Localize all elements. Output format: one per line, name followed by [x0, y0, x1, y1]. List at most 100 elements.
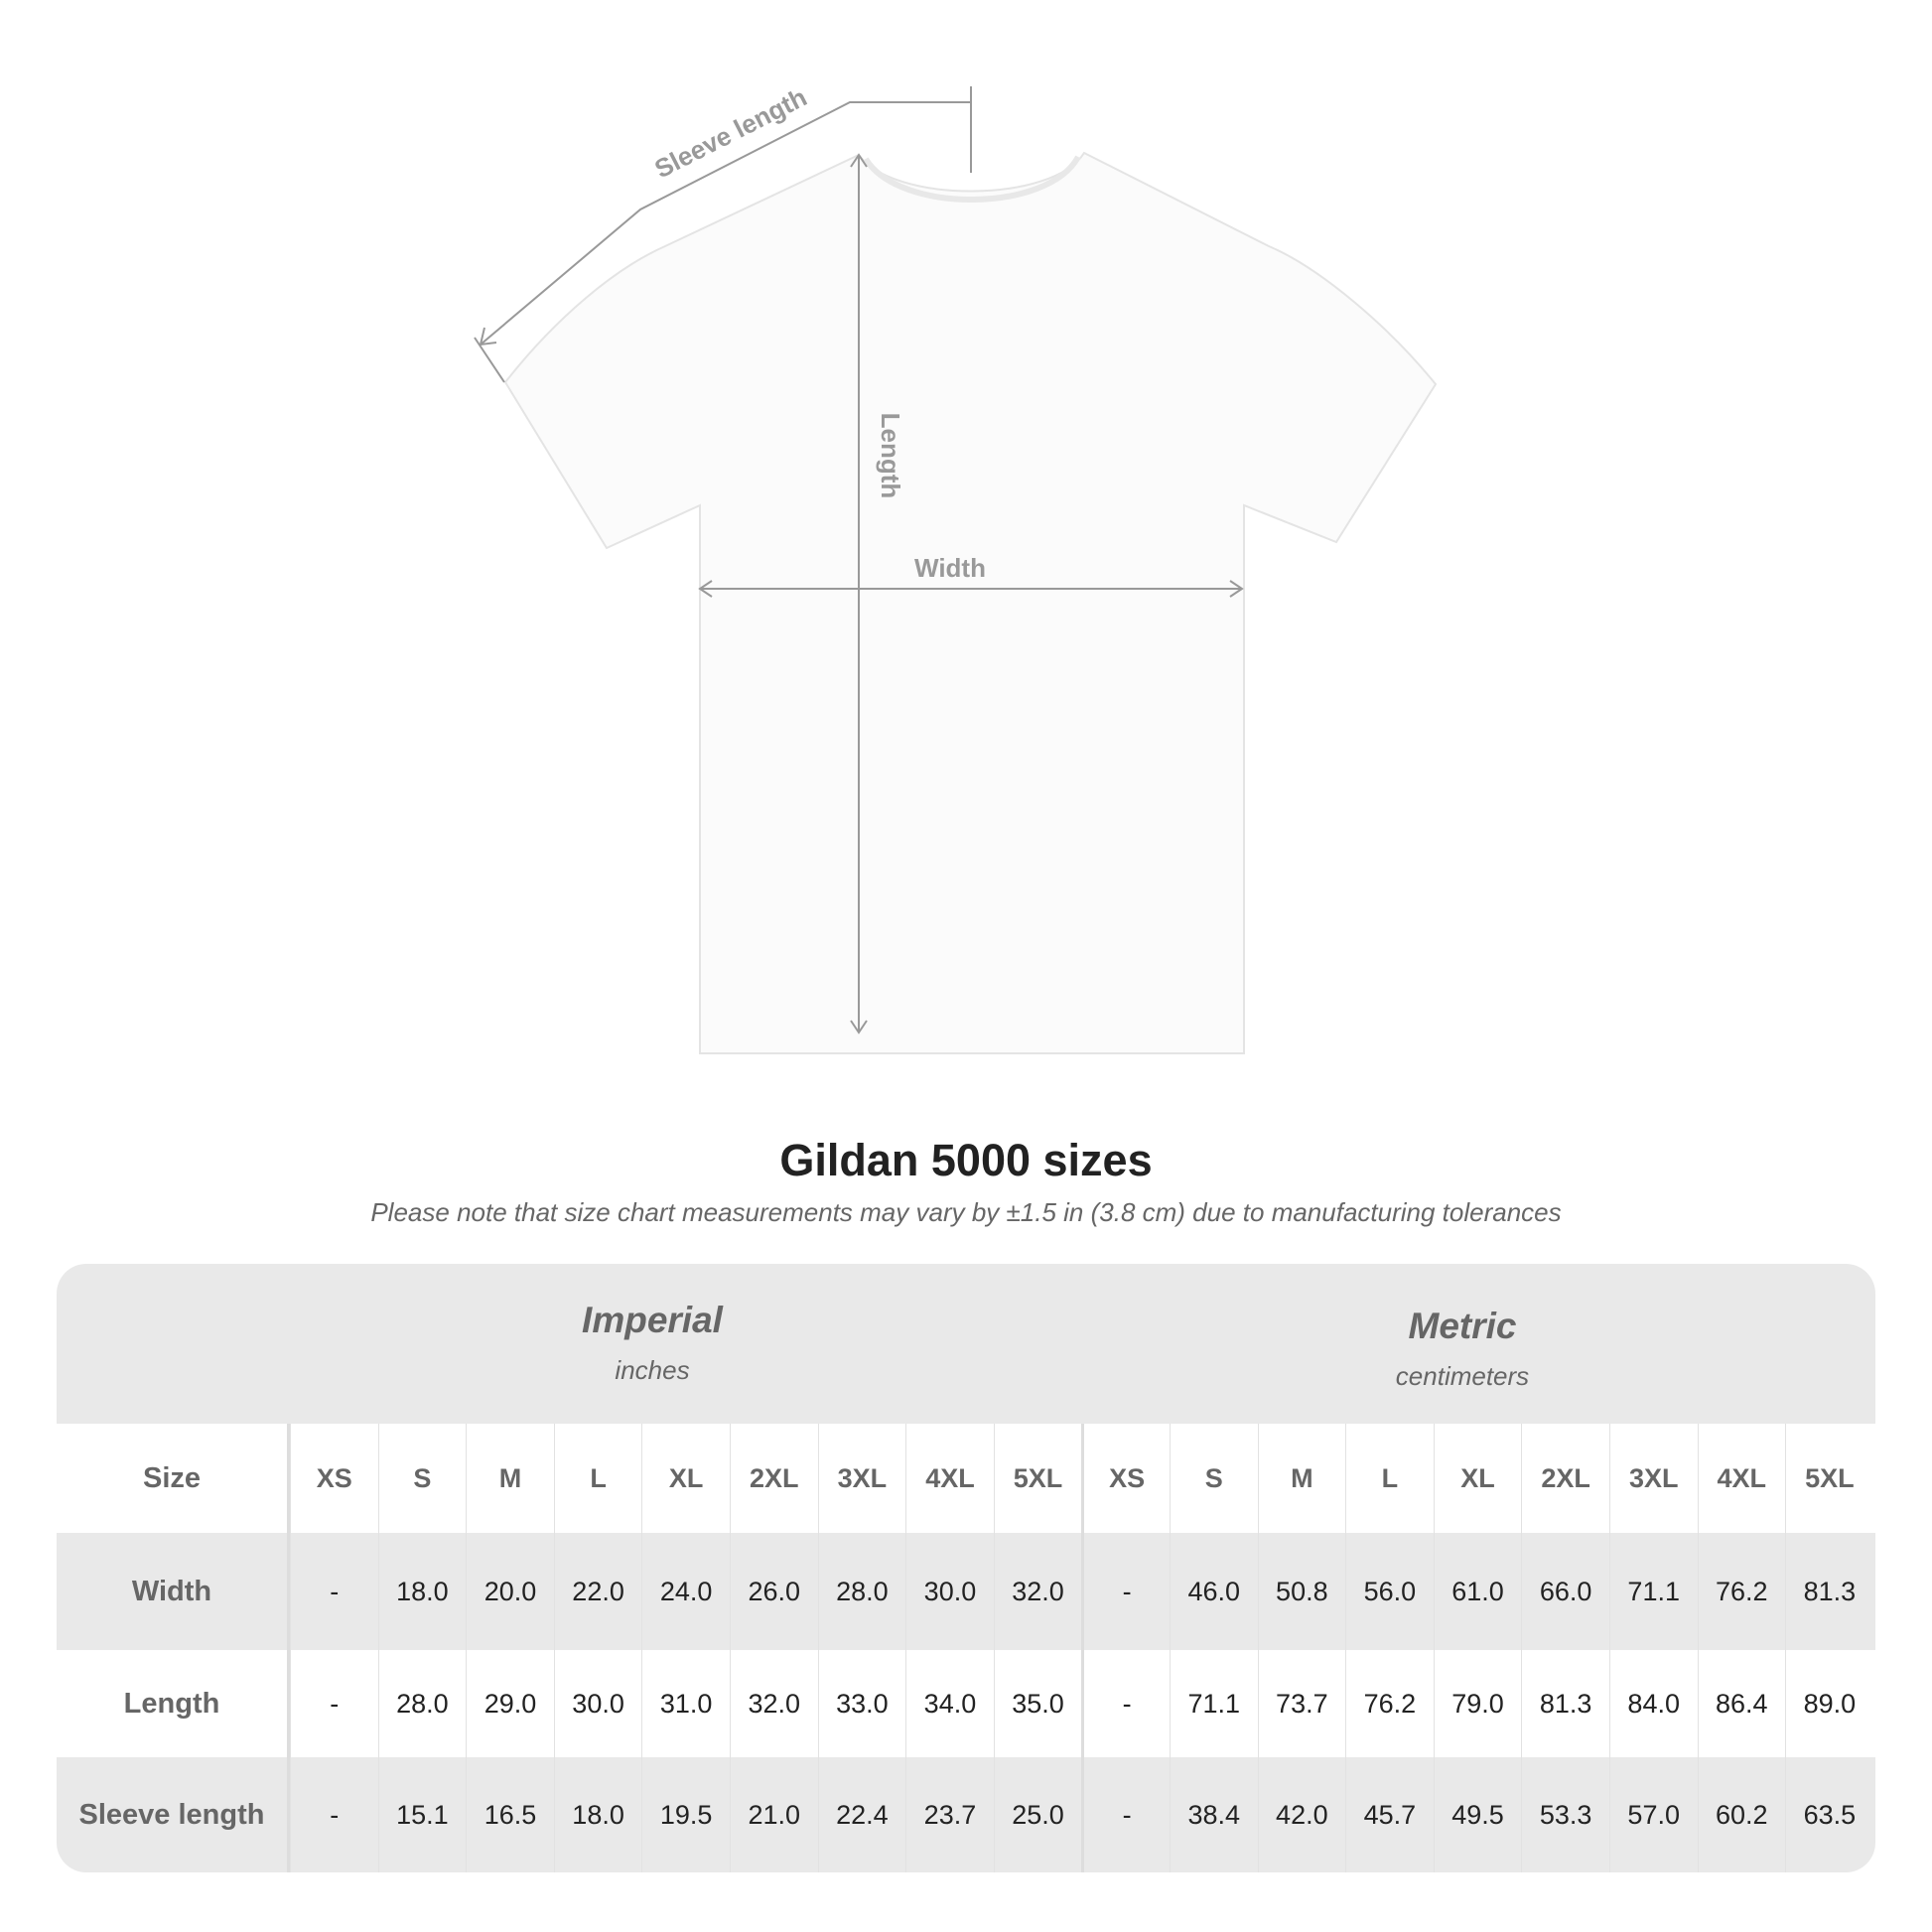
metric-value-cell: 63.5	[1785, 1757, 1873, 1872]
imperial-value-cell: 23.7	[905, 1757, 994, 1872]
metric-size-header: XS	[1081, 1424, 1170, 1533]
metric-value-cell: 61.0	[1433, 1533, 1522, 1650]
imperial-size-header: M	[466, 1424, 554, 1533]
metric-unit: centimeters	[1395, 1361, 1530, 1391]
imperial-value-cell: 22.0	[553, 1533, 642, 1650]
imperial-heading: Imperial	[582, 1300, 723, 1340]
table-row-width: Width -18.0 20.0 22.0 24.0 26.0 28.0 30.0 32.0-4…	[57, 1533, 1875, 1650]
imperial-value-cell: -	[290, 1650, 378, 1757]
imperial-size-header: 3XL	[817, 1424, 906, 1533]
imperial-value-cell: 26.0	[729, 1533, 818, 1650]
metric-heading: Metric	[1408, 1306, 1517, 1346]
metric-value-cell: 38.4	[1169, 1757, 1258, 1872]
imperial-value-cell: 35.0	[993, 1650, 1082, 1757]
metric-size-header: M	[1257, 1424, 1346, 1533]
sleeve-start-tick	[474, 337, 505, 383]
metric-value-cell: 56.0	[1345, 1533, 1434, 1650]
metric-value-cell: 46.0	[1169, 1533, 1258, 1650]
metric-size-header: 5XL	[1785, 1424, 1873, 1533]
metric-value-cell: 57.0	[1608, 1757, 1698, 1872]
metric-value-cell: -	[1081, 1533, 1170, 1650]
imperial-value-cell: 29.0	[466, 1650, 554, 1757]
imperial-unit: inches	[615, 1355, 690, 1385]
table-row-sleeve-length: Sleeve length -15.1 16.5 18.0 19.5 21.0 22.4 23…	[57, 1757, 1875, 1872]
size-header-row: Size XS S M L XL 2XL 3XL 4XL 5XL XS S M L XL 2XL 3XL 4XL 5…	[57, 1424, 1875, 1533]
neck-collar	[863, 155, 1081, 203]
metric-value-cell: 60.2	[1697, 1757, 1786, 1872]
imperial-value-cell: 20.0	[466, 1533, 554, 1650]
metric-value-cell: 86.4	[1697, 1650, 1786, 1757]
imperial-value-cell: 16.5	[466, 1757, 554, 1872]
metric-value-cell: 81.3	[1785, 1533, 1873, 1650]
length-arrow-bottom	[850, 1020, 868, 1035]
row-label: Size	[57, 1424, 290, 1533]
metric-value-cell: 71.1	[1169, 1650, 1258, 1757]
metric-size-header: XL	[1433, 1424, 1522, 1533]
size-table: Imperial inches Metric centimeters Size X…	[57, 1264, 1875, 1872]
imperial-size-header: 2XL	[729, 1424, 818, 1533]
imperial-size-header: XL	[641, 1424, 730, 1533]
metric-value-cell: 49.5	[1433, 1757, 1522, 1872]
imperial-value-cell: 19.5	[641, 1757, 730, 1872]
imperial-value-cell: 30.0	[905, 1533, 994, 1650]
imperial-value-cell: 28.0	[817, 1533, 906, 1650]
metric-value-cell: 76.2	[1345, 1650, 1434, 1757]
imperial-value-cell: 34.0	[905, 1650, 994, 1757]
imperial-value-cell: -	[290, 1757, 378, 1872]
tshirt-outline	[503, 151, 1438, 1054]
imperial-value-cell: 32.0	[729, 1650, 818, 1757]
metric-value-cell: 50.8	[1257, 1533, 1346, 1650]
metric-value-cell: 76.2	[1697, 1533, 1786, 1650]
row-label: Sleeve length	[57, 1757, 290, 1872]
imperial-size-header: S	[377, 1424, 467, 1533]
width-arrow-right	[1229, 580, 1244, 598]
sleeve-length-line	[480, 101, 971, 345]
imperial-value-cell: 30.0	[553, 1650, 642, 1757]
imperial-size-header: L	[553, 1424, 642, 1533]
imperial-value-cell: 32.0	[993, 1533, 1082, 1650]
metric-value-cell: 81.3	[1521, 1650, 1609, 1757]
imperial-value-cell: 18.0	[553, 1757, 642, 1872]
metric-value-cell: 84.0	[1608, 1650, 1698, 1757]
tolerance-note: Please note that size chart measurements…	[370, 1197, 1562, 1227]
metric-value-cell: 45.7	[1345, 1757, 1434, 1872]
metric-size-header: 2XL	[1521, 1424, 1609, 1533]
metric-value-cell: 53.3	[1521, 1757, 1609, 1872]
metric-value-cell: 73.7	[1257, 1650, 1346, 1757]
imperial-value-cell: 18.0	[377, 1533, 467, 1650]
imperial-size-header: 5XL	[993, 1424, 1082, 1533]
width-arrow-left	[698, 580, 713, 598]
length-label: Length	[876, 413, 905, 499]
metric-value-cell: 79.0	[1433, 1650, 1522, 1757]
metric-header: Metric centimeters	[1115, 1306, 1810, 1392]
length-arrow-top	[850, 153, 868, 168]
sleeve-arrow-head	[479, 327, 497, 346]
row-label: Width	[57, 1533, 290, 1650]
imperial-size-header: 4XL	[905, 1424, 994, 1533]
imperial-value-cell: 25.0	[993, 1757, 1082, 1872]
imperial-header: Imperial inches	[305, 1300, 1000, 1386]
metric-size-header: S	[1169, 1424, 1258, 1533]
metric-value-cell: -	[1081, 1650, 1170, 1757]
table-row-length: Length -28.0 29.0 30.0 31.0 32.0 33.0 34.0 35.0-…	[57, 1650, 1875, 1757]
metric-size-header: L	[1345, 1424, 1434, 1533]
metric-value-cell: 42.0	[1257, 1757, 1346, 1872]
width-label: Width	[914, 553, 986, 583]
metric-value-cell: 71.1	[1608, 1533, 1698, 1650]
imperial-value-cell: 22.4	[817, 1757, 906, 1872]
metric-value-cell: 66.0	[1521, 1533, 1609, 1650]
imperial-value-cell: 28.0	[377, 1650, 467, 1757]
imperial-value-cell: 31.0	[641, 1650, 730, 1757]
imperial-value-cell: 21.0	[729, 1757, 818, 1872]
sleeve-length-label: Sleeve length	[649, 82, 811, 185]
imperial-value-cell: -	[290, 1533, 378, 1650]
metric-size-header: 4XL	[1697, 1424, 1786, 1533]
imperial-value-cell: 15.1	[377, 1757, 467, 1872]
metric-value-cell: 89.0	[1785, 1650, 1873, 1757]
tshirt-diagram: Sleeve length Length Width	[474, 82, 1438, 1054]
imperial-size-header: XS	[290, 1424, 378, 1533]
metric-value-cell: -	[1081, 1757, 1170, 1872]
chart-title: Gildan 5000 sizes	[779, 1135, 1153, 1185]
imperial-value-cell: 24.0	[641, 1533, 730, 1650]
unit-header-band: Imperial inches Metric centimeters	[57, 1264, 1875, 1424]
